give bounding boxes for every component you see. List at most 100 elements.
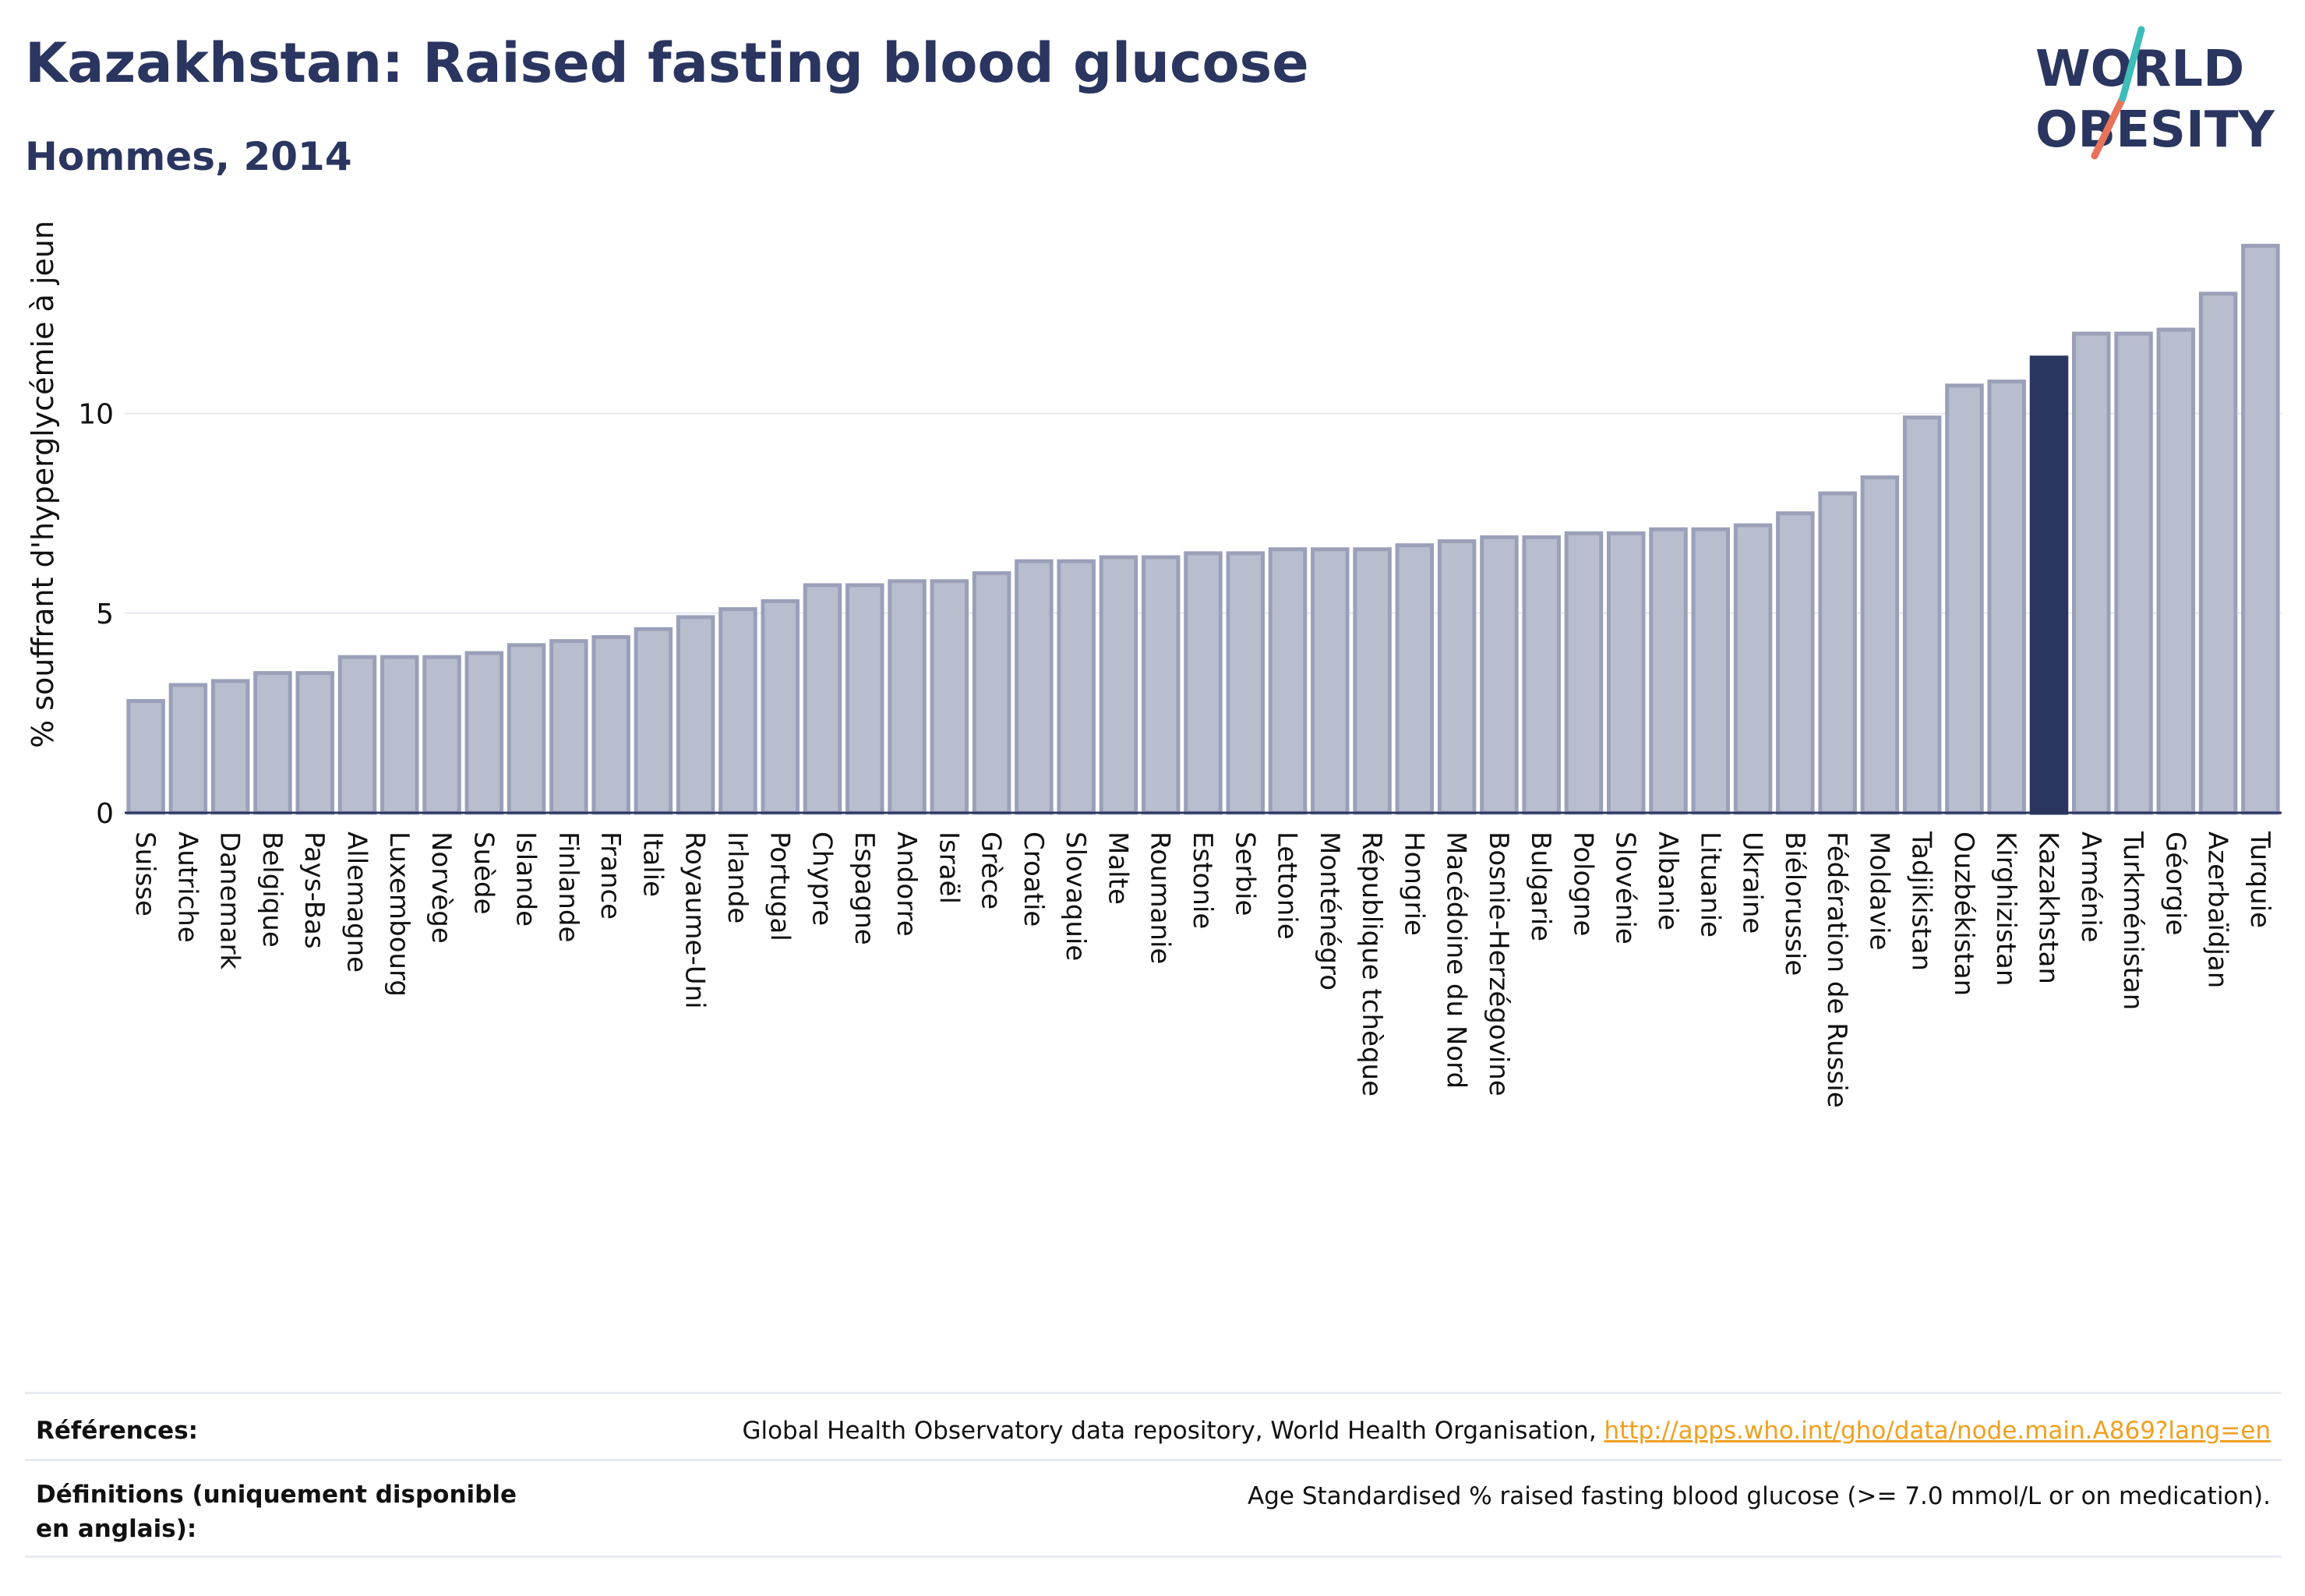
- bar-Estonie[interactable]: [1184, 551, 1223, 815]
- bar-Biélorussie[interactable]: [1776, 511, 1815, 815]
- bar-Bulgarie[interactable]: [1522, 535, 1561, 815]
- x-tick-label: Lituanie: [1694, 832, 1725, 937]
- x-tick-label: Norvège: [425, 832, 457, 944]
- bars: [126, 243, 2280, 815]
- bar-République tchèque[interactable]: [1353, 547, 1392, 815]
- bar-Malte[interactable]: [1099, 555, 1138, 815]
- bar-Croatie[interactable]: [1015, 559, 1054, 815]
- y-tick-label: 0: [96, 798, 114, 830]
- x-tick-label: Allemagne: [341, 832, 372, 973]
- bar-Lituanie[interactable]: [1691, 527, 1731, 815]
- x-tick-label: Danemark: [214, 832, 245, 969]
- bar-Islande[interactable]: [507, 643, 546, 815]
- x-tick-label: Moldavie: [1863, 832, 1894, 951]
- x-tick-label: Tadjikistan: [1906, 831, 1937, 971]
- bar-Kirghizistan[interactable]: [1987, 380, 2026, 815]
- x-tick-label: Croatie: [1018, 832, 1049, 927]
- bar-Royaume-Uni[interactable]: [676, 615, 715, 815]
- bar-Italie[interactable]: [634, 627, 673, 815]
- bar-Autriche[interactable]: [168, 683, 208, 815]
- x-tick-label: Azerbaïdjan: [2202, 832, 2233, 988]
- bar-Kazakhstan[interactable]: [2029, 355, 2069, 815]
- bar-Bosnie-Herzégovine[interactable]: [1480, 535, 1519, 815]
- x-tick-label: Serbie: [1229, 832, 1260, 916]
- bar-Ukraine[interactable]: [1733, 523, 1773, 815]
- bar-France[interactable]: [591, 635, 630, 815]
- x-axis-labels: Suisse Autriche Danemark Belgique Pays-Bas Al…: [129, 831, 2275, 1108]
- x-tick-label: Macédoine du Nord: [1441, 832, 1472, 1089]
- bar-Espagne[interactable]: [845, 583, 884, 815]
- x-tick-label: Belgique: [256, 832, 288, 948]
- references-text: Global Health Observatory data repositor…: [742, 1417, 1604, 1445]
- bar-Turquie[interactable]: [2241, 243, 2280, 815]
- page-title: Kazakhstan: Raised fasting blood glucose: [25, 31, 1309, 95]
- x-tick-label: République tchèque: [1356, 832, 1387, 1096]
- bar-Roumanie[interactable]: [1141, 555, 1181, 815]
- bar-Andorre[interactable]: [888, 579, 927, 815]
- y-axis-ticks: 0 5 10: [78, 399, 114, 830]
- x-tick-label: Biélorussie: [1779, 832, 1810, 976]
- x-tick-label: Ukraine: [1737, 832, 1768, 934]
- x-tick-label: Albanie: [1652, 832, 1683, 930]
- x-tick-label: Géorgie: [2159, 832, 2190, 935]
- bar-Slovénie[interactable]: [1606, 531, 1646, 815]
- bar-Albanie[interactable]: [1649, 527, 1688, 815]
- bar-Ouzbékistan[interactable]: [1945, 383, 1984, 815]
- x-tick-label: Monténégro: [1314, 832, 1345, 990]
- footer-divider-middle: [25, 1459, 2282, 1461]
- x-tick-label: Irlande: [722, 832, 753, 923]
- x-tick-label: Estonie: [1187, 832, 1218, 929]
- bar-Belgique[interactable]: [253, 671, 292, 815]
- bar-Finlande[interactable]: [549, 639, 588, 815]
- bar-Pologne[interactable]: [1564, 531, 1604, 815]
- svg-text:WORLD: WORLD: [2035, 41, 2244, 98]
- bar-Suède[interactable]: [464, 651, 504, 815]
- x-tick-label: Finlande: [552, 832, 584, 942]
- bar-Danemark[interactable]: [210, 679, 250, 815]
- bar-Israël[interactable]: [930, 579, 969, 815]
- x-tick-label: Kazakhstan: [2032, 832, 2063, 984]
- bar-Suisse[interactable]: [126, 699, 165, 815]
- bar-Moldavie[interactable]: [1860, 475, 1900, 815]
- bar-Géorgie[interactable]: [2156, 327, 2196, 815]
- x-tick-label: Slovénie: [1610, 832, 1641, 945]
- x-tick-label: Portugal: [764, 832, 795, 941]
- x-tick-label: Pays-Bas: [298, 832, 330, 949]
- bar-Fédération de Russie[interactable]: [1818, 491, 1857, 815]
- footer-divider-top: [25, 1392, 2282, 1394]
- bar-Turkménistan[interactable]: [2114, 331, 2153, 815]
- x-tick-label: France: [595, 832, 626, 920]
- bar-Azerbaïdjan[interactable]: [2198, 291, 2238, 815]
- bar-Tadjikistan[interactable]: [1902, 415, 1942, 815]
- bar-chart: 0 5 10 Suisse Autriche Danemark Belgique Pays-…: [26, 221, 2282, 1108]
- x-tick-label: Andorre: [891, 832, 922, 937]
- bar-Grèce[interactable]: [972, 571, 1011, 815]
- bar-Macédoine du Nord[interactable]: [1437, 539, 1477, 815]
- references-link[interactable]: http://apps.who.int/gho/data/node.main.A…: [1604, 1417, 2271, 1445]
- bar-Allemagne[interactable]: [337, 655, 377, 815]
- bar-Hongrie[interactable]: [1395, 543, 1435, 815]
- x-tick-label: Espagne: [849, 832, 880, 945]
- x-tick-label: Hongrie: [1398, 832, 1429, 936]
- x-tick-label: Arménie: [2075, 832, 2106, 943]
- bar-Irlande[interactable]: [718, 607, 757, 815]
- bar-Luxembourg[interactable]: [380, 655, 419, 815]
- bar-Lettonie[interactable]: [1268, 547, 1308, 815]
- bar-Chypre[interactable]: [803, 583, 842, 815]
- x-tick-label: Pologne: [1567, 832, 1598, 936]
- bar-Portugal[interactable]: [761, 598, 800, 815]
- x-tick-label: Ouzbékistan: [1948, 832, 1979, 996]
- bar-Norvège[interactable]: [422, 655, 461, 815]
- x-tick-label: Malte: [1102, 832, 1133, 905]
- bar-Slovaquie[interactable]: [1057, 559, 1096, 815]
- x-tick-label: Islande: [510, 832, 542, 927]
- bar-Arménie[interactable]: [2072, 331, 2111, 815]
- footer-divider-bottom: [25, 1555, 2282, 1558]
- bar-Monténégro[interactable]: [1311, 547, 1350, 815]
- x-tick-label: Turkménistan: [2117, 831, 2148, 1010]
- bar-Serbie[interactable]: [1226, 551, 1265, 815]
- bar-Pays-Bas[interactable]: [295, 671, 334, 815]
- world-obesity-logo: WORLD OBESITY: [2035, 26, 2275, 160]
- x-tick-label: Turquie: [2244, 831, 2275, 928]
- y-axis-label: % souffrant d'hyperglycémie à jeun: [26, 221, 60, 748]
